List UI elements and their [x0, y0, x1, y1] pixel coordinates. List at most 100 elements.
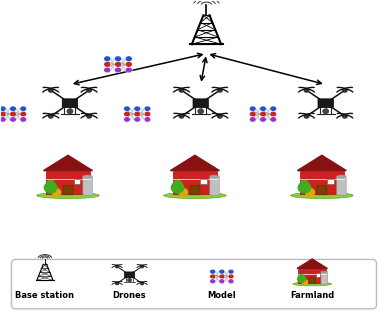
Text: Farmland: Farmland [290, 291, 334, 300]
Circle shape [301, 280, 308, 285]
Circle shape [270, 111, 276, 117]
FancyBboxPatch shape [193, 99, 208, 108]
Circle shape [0, 117, 6, 122]
Circle shape [0, 106, 6, 111]
Circle shape [20, 111, 27, 117]
FancyBboxPatch shape [63, 185, 73, 195]
Circle shape [44, 183, 57, 193]
Circle shape [134, 106, 141, 111]
FancyBboxPatch shape [46, 171, 90, 194]
Circle shape [128, 279, 131, 281]
FancyBboxPatch shape [298, 269, 326, 283]
Polygon shape [297, 155, 346, 171]
Text: Drones: Drones [113, 291, 146, 300]
Circle shape [125, 61, 132, 67]
Circle shape [270, 117, 276, 122]
FancyBboxPatch shape [74, 178, 80, 183]
Polygon shape [44, 155, 93, 171]
FancyBboxPatch shape [318, 99, 334, 108]
Circle shape [249, 111, 256, 117]
FancyBboxPatch shape [190, 185, 200, 195]
Circle shape [124, 106, 130, 111]
Circle shape [219, 274, 225, 279]
Circle shape [10, 106, 16, 111]
Circle shape [218, 114, 222, 118]
Circle shape [144, 117, 151, 122]
Text: Base station: Base station [15, 291, 74, 300]
Ellipse shape [164, 192, 226, 198]
Circle shape [115, 61, 122, 67]
Circle shape [115, 56, 122, 61]
FancyBboxPatch shape [317, 185, 327, 195]
Circle shape [49, 88, 53, 92]
Circle shape [219, 269, 225, 274]
Circle shape [198, 109, 203, 114]
Circle shape [173, 181, 183, 189]
Circle shape [51, 188, 61, 196]
FancyBboxPatch shape [300, 171, 344, 194]
Circle shape [10, 117, 16, 122]
Circle shape [141, 282, 144, 285]
Circle shape [174, 180, 181, 186]
Circle shape [125, 67, 132, 73]
Circle shape [342, 114, 347, 118]
Circle shape [104, 67, 111, 73]
FancyBboxPatch shape [200, 178, 207, 183]
Circle shape [46, 181, 56, 189]
Circle shape [178, 188, 188, 196]
Circle shape [10, 111, 16, 117]
FancyBboxPatch shape [309, 277, 316, 284]
Circle shape [67, 109, 73, 114]
Circle shape [49, 114, 53, 118]
FancyBboxPatch shape [316, 273, 320, 276]
Ellipse shape [211, 175, 218, 178]
Circle shape [305, 188, 315, 196]
FancyBboxPatch shape [12, 260, 376, 309]
Circle shape [47, 180, 54, 186]
Polygon shape [170, 155, 220, 171]
Circle shape [218, 88, 222, 92]
Circle shape [87, 88, 91, 92]
FancyBboxPatch shape [327, 178, 334, 183]
Circle shape [87, 114, 91, 118]
Text: Model: Model [207, 291, 236, 300]
Circle shape [125, 56, 132, 61]
Circle shape [219, 279, 225, 284]
Circle shape [260, 111, 266, 117]
Ellipse shape [291, 192, 353, 198]
Circle shape [141, 265, 144, 268]
Circle shape [304, 88, 309, 92]
Circle shape [304, 114, 309, 118]
Circle shape [124, 117, 130, 122]
FancyBboxPatch shape [210, 176, 219, 195]
Ellipse shape [84, 175, 91, 178]
Circle shape [210, 279, 216, 284]
Circle shape [298, 275, 305, 280]
Circle shape [179, 114, 184, 118]
Circle shape [228, 279, 234, 284]
Circle shape [210, 274, 216, 279]
Circle shape [342, 88, 347, 92]
Circle shape [115, 265, 119, 268]
Circle shape [298, 183, 311, 193]
Circle shape [301, 180, 308, 186]
Circle shape [260, 106, 266, 111]
Ellipse shape [338, 175, 345, 178]
Circle shape [228, 269, 234, 274]
Circle shape [270, 106, 276, 111]
Circle shape [210, 269, 216, 274]
FancyBboxPatch shape [173, 171, 217, 194]
Circle shape [144, 106, 151, 111]
Circle shape [0, 111, 6, 117]
Ellipse shape [37, 192, 99, 198]
Circle shape [179, 88, 184, 92]
FancyBboxPatch shape [337, 176, 346, 195]
Polygon shape [297, 259, 327, 269]
Circle shape [171, 183, 184, 193]
Circle shape [104, 56, 111, 61]
Circle shape [20, 117, 27, 122]
Circle shape [104, 61, 111, 67]
Ellipse shape [293, 282, 332, 286]
FancyBboxPatch shape [321, 271, 328, 284]
Circle shape [115, 282, 119, 285]
